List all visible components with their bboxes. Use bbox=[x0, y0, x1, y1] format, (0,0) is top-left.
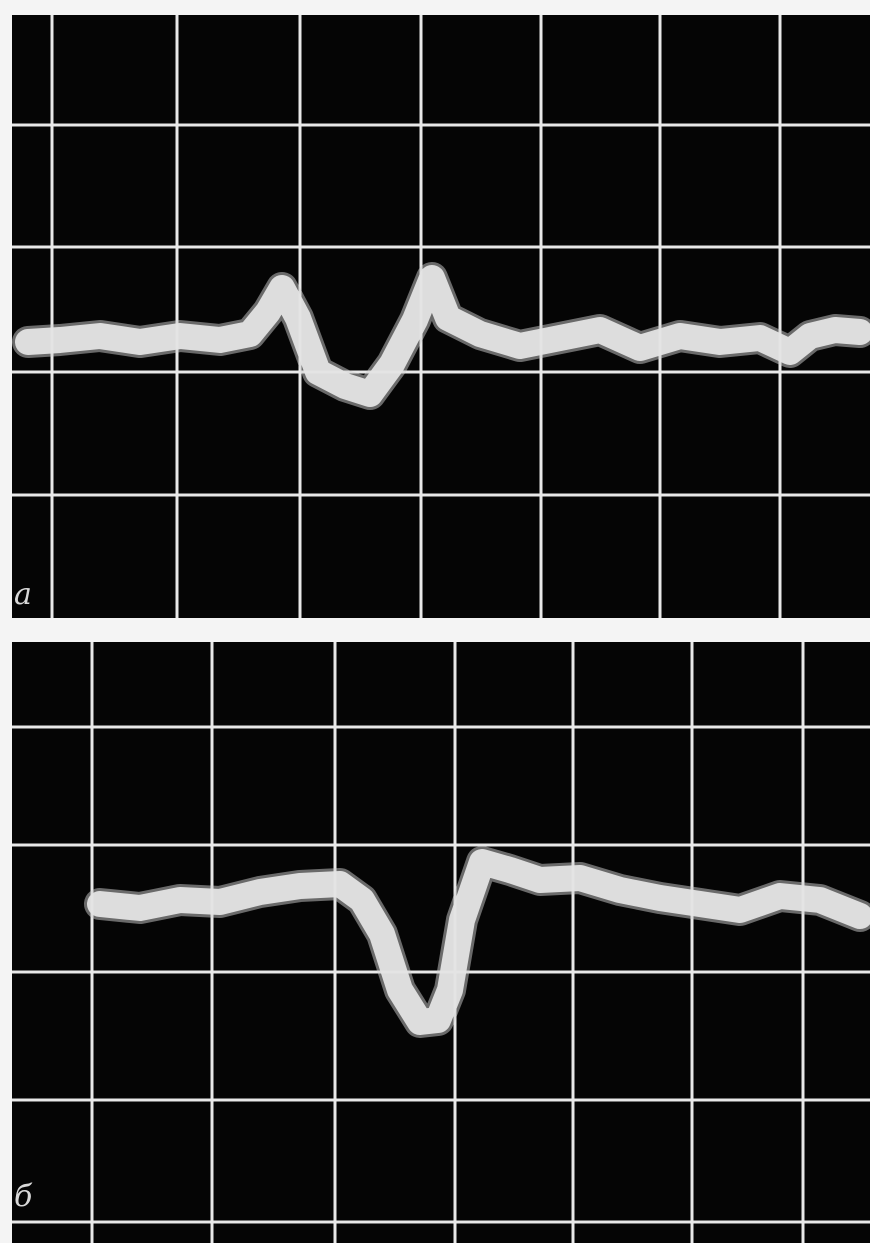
grid bbox=[12, 642, 870, 1243]
panel-a: а bbox=[12, 15, 870, 618]
panel-label: б bbox=[14, 1179, 33, 1214]
screen bbox=[12, 642, 870, 1243]
trace bbox=[87, 849, 870, 1035]
panel-label: а bbox=[14, 577, 32, 612]
trace bbox=[15, 265, 870, 407]
panel-b: б bbox=[12, 642, 870, 1243]
grid bbox=[12, 15, 870, 618]
